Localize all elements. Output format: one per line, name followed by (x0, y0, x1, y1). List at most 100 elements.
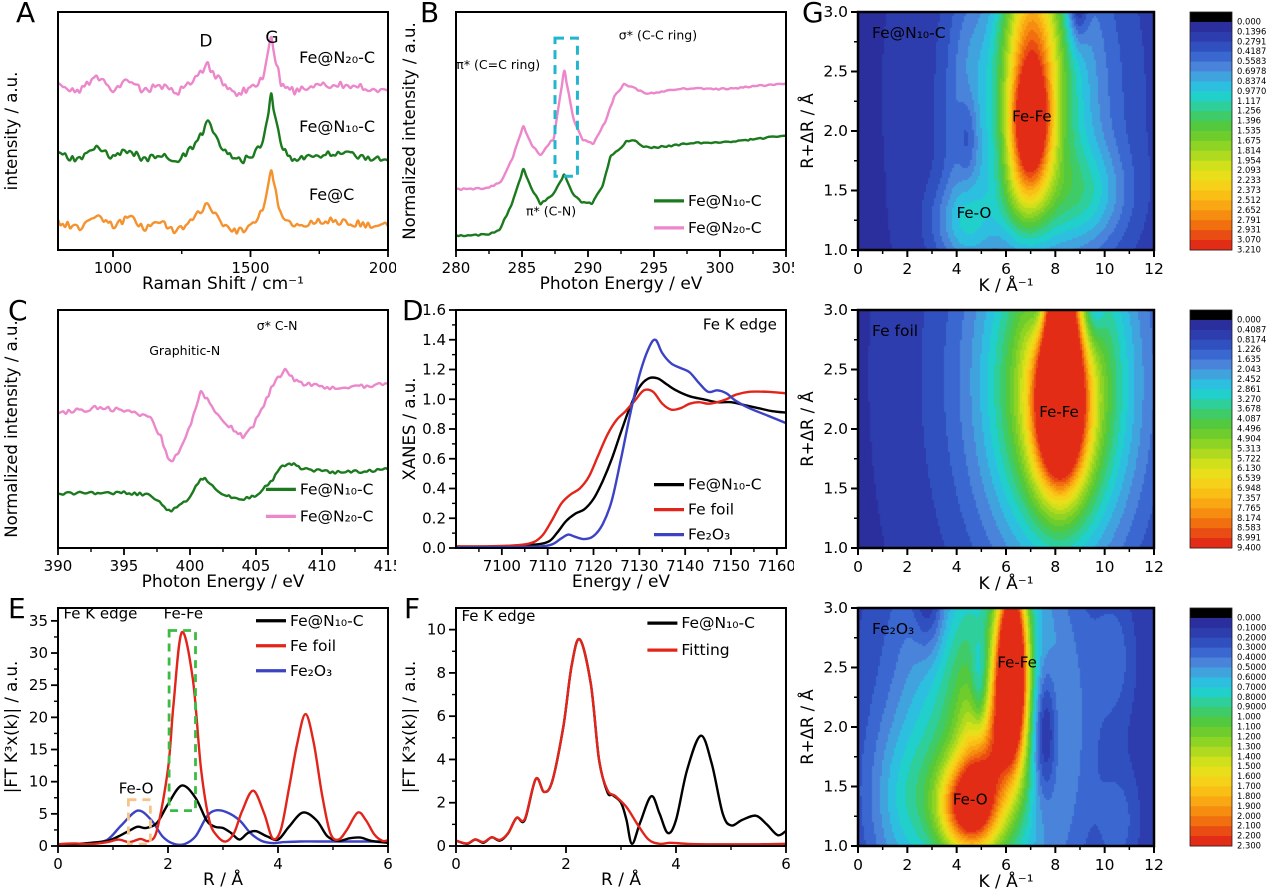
annotation: Fe@N₂₀-C (299, 48, 375, 67)
y-axis-label: XANES / a.u. (400, 378, 419, 481)
svg-text:4: 4 (273, 855, 283, 873)
svg-text:7110: 7110 (529, 557, 567, 575)
x-axis-label: Photon Energy / eV (142, 572, 305, 592)
heatmap-canvas-G3 (858, 608, 1154, 846)
colorbar-G2: 0.0000.40870.81741.2261.6352.0432.4522.8… (1189, 309, 1266, 553)
axes-G1: 0 2 4 6 8 10 12 1.0 1.5 2.0 2.5 3.0 K / Å⁻¹ R+ΔR / Å (798, 3, 1164, 296)
colorbar-label: 2.300 (1237, 841, 1261, 851)
annotation: σ* (C-C ring) (619, 27, 697, 42)
annotation: G (265, 28, 278, 48)
colorbar-label: 6.130 (1237, 463, 1261, 473)
colorbar-label: 0.4087 (1237, 324, 1266, 334)
colorbar-label: 2.512 (1237, 195, 1261, 205)
panel-letter-B: B (420, 0, 440, 29)
legend-E: Fe@N₁₀-C Fe foil Fe₂O₃ (256, 612, 364, 680)
x-axis-label: K / Å⁻¹ (978, 870, 1033, 892)
colorbar-label: 3.210 (1237, 245, 1261, 255)
svg-text:7140: 7140 (666, 557, 704, 575)
panel-B: B 280 285 290 295 300 305 Photon Energy / eV No… (398, 0, 794, 296)
legend-label: Fe@N₁₀-C (681, 614, 755, 632)
colorbar-label: 1.500 (1237, 761, 1261, 771)
plot-D: 7100 7110 7120 7130 7140 7150 7160 0.0 0.2 0.4 0.6… (400, 301, 794, 592)
svg-text:2: 2 (902, 856, 912, 874)
svg-text:0.2: 0.2 (422, 509, 446, 527)
svg-text:4: 4 (952, 856, 962, 874)
svg-text:2.5: 2.5 (823, 659, 848, 677)
svg-text:12: 12 (1144, 558, 1164, 576)
svg-text:0: 0 (38, 837, 48, 855)
colorbar-label: 0.3000 (1237, 642, 1266, 652)
legend-label: Fe foil (688, 501, 734, 519)
axes-G2: 0 2 4 6 8 10 12 1.0 1.5 2.0 2.5 3.0 K / Å⁻¹ R+ΔR / Å (798, 301, 1164, 594)
colorbar-label: 0.000 (1237, 612, 1261, 622)
plot-border (856, 606, 1156, 848)
svg-text:400: 400 (176, 557, 205, 575)
highlight-box-0 (167, 629, 197, 813)
svg-text:1.0: 1.0 (823, 241, 848, 259)
svg-text:5: 5 (38, 805, 48, 823)
colorbar-label: 1.117 (1237, 96, 1261, 106)
annotation: Fe-Fe (164, 604, 204, 622)
legend-F: Fe@N₁₀-C Fitting (647, 614, 755, 659)
x-axis-label: K / Å⁻¹ (978, 572, 1033, 594)
series-Fe@N₂₀-C (58, 367, 388, 463)
annotation: D (199, 32, 212, 52)
svg-text:7120: 7120 (574, 557, 612, 575)
annotation: π* (C=C ring) (456, 57, 540, 72)
svg-text:2000: 2000 (369, 259, 396, 277)
svg-text:25: 25 (29, 676, 48, 694)
colorbar-label: 2.652 (1237, 205, 1261, 215)
series-group (456, 338, 786, 549)
svg-text:390: 390 (44, 557, 73, 575)
colorbar-label: 1.600 (1237, 771, 1261, 781)
svg-text:10: 10 (1095, 558, 1115, 576)
legend-D: Fe@N₁₀-C Fe foil Fe₂O₃ (654, 476, 762, 544)
colorbar-label: 1.700 (1237, 781, 1261, 791)
colorbar-label: 1.200 (1237, 731, 1261, 741)
svg-text:2.0: 2.0 (823, 718, 848, 736)
svg-text:2: 2 (436, 794, 446, 812)
legend-B: Fe@N₁₀-C Fe@N₂₀-C (654, 192, 762, 237)
svg-text:6: 6 (436, 707, 446, 725)
svg-text:10: 10 (1095, 260, 1115, 278)
svg-text:30: 30 (29, 644, 48, 662)
colorbar-label: 2.043 (1237, 364, 1261, 374)
svg-text:305: 305 (772, 259, 794, 277)
legend-label: Fe foil (290, 637, 336, 655)
colorbar-label: 0.4000 (1237, 652, 1266, 662)
legend-label: Fitting (681, 641, 729, 659)
y-axis-label: |FT K³x(k)| / a.u. (400, 661, 419, 793)
panel-letter-E: E (8, 592, 26, 625)
svg-text:15: 15 (29, 741, 48, 759)
plot-C: 390 395 400 405 410 415 Photon Energy / eV Norm… (2, 309, 396, 592)
svg-text:0.6: 0.6 (422, 450, 446, 468)
colorbar-label: 2.861 (1237, 384, 1261, 394)
plot-border (57, 309, 389, 549)
plot-G3: 0 2 4 6 8 10 12 1.0 1.5 2.0 2.5 3.0 K / Å⁻¹ R+ΔR / Å F… (798, 599, 1266, 892)
svg-text:35: 35 (29, 612, 48, 630)
panel-A: A 1000 1500 2000 Raman Shift / cm⁻¹ intensit… (0, 0, 396, 296)
colorbar-label: 8.583 (1237, 523, 1261, 533)
colorbar-label: 3.678 (1237, 404, 1261, 414)
svg-text:6: 6 (1001, 856, 1011, 874)
svg-text:410: 410 (308, 557, 337, 575)
axes-D: 7100 7110 7120 7130 7140 7150 7160 0.0 0.2 0.4 0.6… (400, 301, 794, 592)
colorbar-label: 1.300 (1237, 741, 1261, 751)
y-axis-label: intensity / a.u. (2, 72, 21, 191)
svg-text:280: 280 (442, 259, 471, 277)
svg-text:12: 12 (1144, 260, 1164, 278)
svg-text:12: 12 (1144, 856, 1164, 874)
chart-G3-wavelet-Fe2O3: 0 2 4 6 8 10 12 1.0 1.5 2.0 2.5 3.0 K / Å⁻¹ R+ΔR / Å F… (796, 596, 1269, 894)
x-axis-label: K / Å⁻¹ (978, 274, 1033, 296)
colorbar-label: 1.954 (1237, 155, 1261, 165)
chart-A-raman: 1000 1500 2000 Raman Shift / cm⁻¹ intensity … (0, 0, 396, 296)
panel-G1: G 0 2 4 6 8 10 12 1.0 1.5 2.0 2.5 3.0 K / Å⁻¹ R+ΔR / … (796, 0, 1269, 296)
series-Fe foil (456, 388, 786, 548)
svg-text:7150: 7150 (712, 557, 750, 575)
panel-letter-A: A (16, 0, 36, 29)
plot-E: 0 2 4 6 0 5 10 15 20 25 30 35 R / Å |FT K³x(k)| / a.u… (2, 604, 393, 890)
series-Fitting (456, 637, 786, 846)
svg-text:0: 0 (451, 855, 461, 873)
svg-text:8: 8 (1050, 260, 1060, 278)
plot-border (856, 308, 1156, 550)
